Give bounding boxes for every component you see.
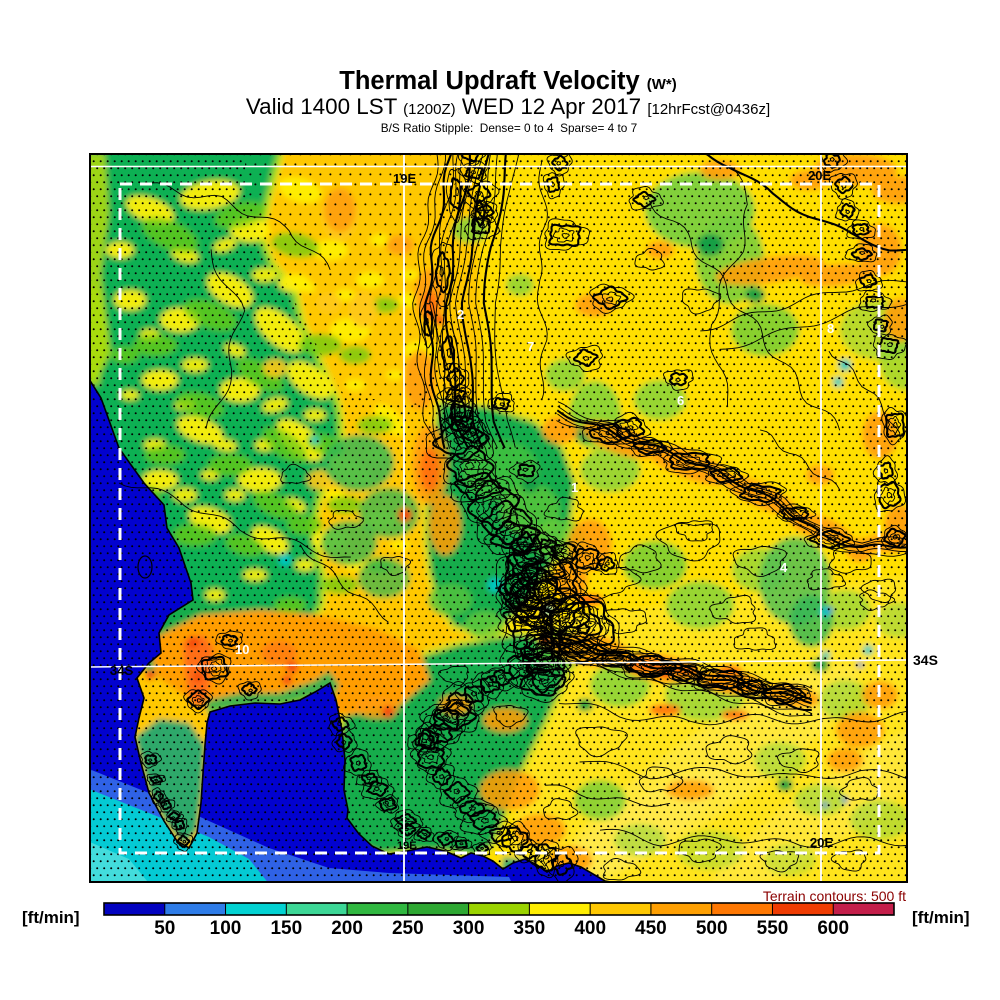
svg-text:150: 150 [270, 918, 302, 939]
svg-text:450: 450 [635, 918, 667, 939]
svg-text:600: 600 [817, 918, 849, 939]
svg-text:250: 250 [392, 918, 424, 939]
svg-text:1: 1 [571, 480, 578, 495]
svg-text:350: 350 [514, 918, 546, 939]
svg-text:20E: 20E [810, 835, 833, 850]
svg-text:8: 8 [827, 321, 834, 336]
svg-text:50: 50 [154, 918, 175, 939]
svg-text:4: 4 [780, 560, 788, 575]
svg-text:Terrain contours: 500 ft: Terrain contours: 500 ft [763, 890, 906, 904]
svg-text:100: 100 [210, 918, 242, 939]
svg-text:200: 200 [331, 918, 363, 939]
svg-text:[ft/min]: [ft/min] [22, 908, 80, 927]
svg-text:10: 10 [235, 642, 249, 657]
svg-text:6: 6 [677, 393, 684, 408]
svg-text:[ft/min]: [ft/min] [912, 908, 970, 927]
svg-text:400: 400 [574, 918, 606, 939]
svg-text:19E: 19E [397, 840, 417, 852]
svg-text:550: 550 [757, 918, 789, 939]
svg-text:20E: 20E [808, 168, 831, 183]
svg-text:19E: 19E [393, 171, 416, 186]
svg-text:7: 7 [527, 339, 534, 354]
svg-text:300: 300 [453, 918, 485, 939]
svg-text:34S: 34S [110, 663, 133, 678]
svg-text:500: 500 [696, 918, 728, 939]
svg-text:2: 2 [457, 307, 464, 322]
